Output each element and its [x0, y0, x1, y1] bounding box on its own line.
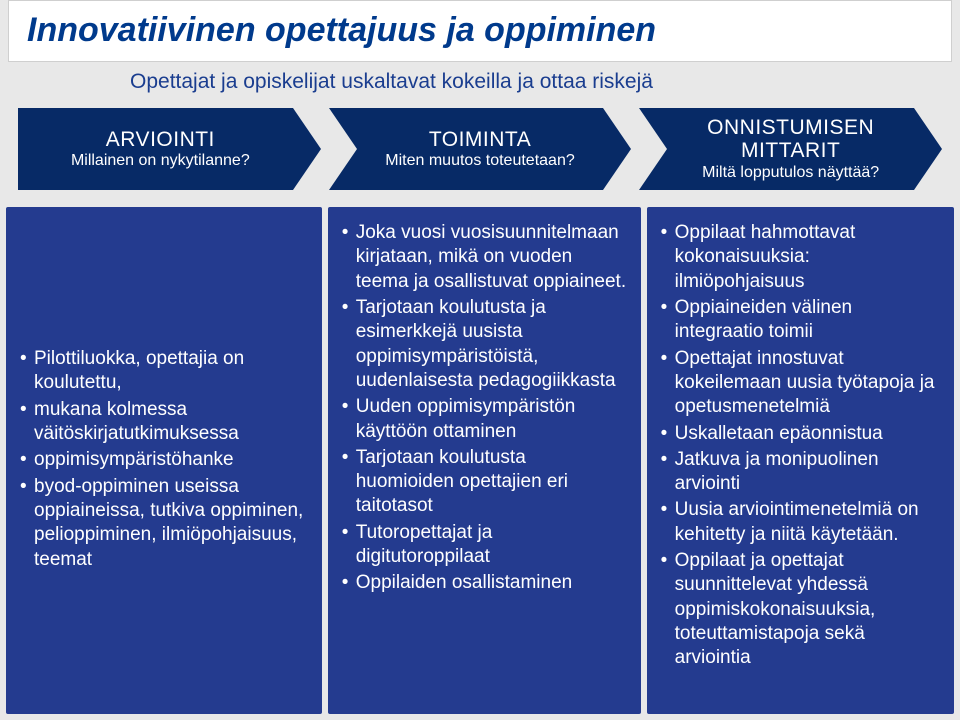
list-item: Tarjotaan koulutusta huomioiden opettaji…: [342, 446, 627, 519]
panels-row: Pilottiluokka, opettajia on koulutettu, …: [6, 207, 954, 714]
list-item: Pilottiluokka, opettajia on koulutettu,: [20, 347, 308, 396]
arrow-label: TOIMINTA: [429, 128, 531, 151]
panel-mittarit: Oppilaat hahmottavat kokonaisuuksia: ilm…: [647, 207, 954, 714]
subtitle: Opettajat ja opiskelijat uskaltavat koke…: [130, 70, 940, 94]
list-item: Oppiaineiden välinen integraatio toimii: [661, 296, 940, 345]
arrow-arviointi: ARVIOINTI Millainen on nykytilanne?: [18, 108, 321, 190]
arrow-row: ARVIOINTI Millainen on nykytilanne? TOIM…: [18, 108, 942, 190]
list-item: oppimisympäristöhanke: [20, 448, 308, 472]
list-item: Tutoropettajat ja digitutoroppilaat: [342, 521, 627, 570]
list-item: Oppilaat ja opettajat suunnittelevat yhd…: [661, 549, 940, 671]
slide: Innovatiivinen opettajuus ja oppiminen O…: [0, 0, 960, 720]
arrow-toiminta: TOIMINTA Miten muutos toteutetaan?: [329, 108, 632, 190]
list-item: mukana kolmessa väitöskirjatutkimuksessa: [20, 398, 308, 447]
list-item: Uskalletaan epäonnistua: [661, 422, 940, 446]
panel-toiminta: Joka vuosi vuosisuunnitelmaan kirjataan,…: [328, 207, 641, 714]
arrow-mittarit: ONNISTUMISEN MITTARIT Miltä lopputulos n…: [639, 108, 942, 190]
arrow-label: ONNISTUMISEN MITTARIT: [671, 116, 910, 162]
list-item: Joka vuosi vuosisuunnitelmaan kirjataan,…: [342, 221, 627, 294]
arrow-label: ARVIOINTI: [106, 128, 215, 151]
arrow-sublabel: Miten muutos toteutetaan?: [385, 151, 574, 170]
list-item: Uusia arviointimenetelmiä on kehitetty j…: [661, 498, 940, 547]
arrow-sublabel: Millainen on nykytilanne?: [71, 151, 250, 170]
list-item: Oppilaiden osallistaminen: [342, 571, 627, 595]
title-box: Innovatiivinen opettajuus ja oppiminen: [8, 0, 952, 62]
list-item: Jatkuva ja monipuolinen arviointi: [661, 448, 940, 497]
list-item: byod-oppiminen useissa oppiaineissa, tut…: [20, 475, 308, 572]
page-title: Innovatiivinen opettajuus ja oppiminen: [27, 11, 933, 50]
bullet-list: Oppilaat hahmottavat kokonaisuuksia: ilm…: [661, 221, 940, 671]
bullet-list: Pilottiluokka, opettajia on koulutettu, …: [20, 347, 308, 574]
list-item: Oppilaat hahmottavat kokonaisuuksia: ilm…: [661, 221, 940, 294]
list-item: Opettajat innostuvat kokeilemaan uusia t…: [661, 347, 940, 420]
bullet-list: Joka vuosi vuosisuunnitelmaan kirjataan,…: [342, 221, 627, 596]
list-item: Tarjotaan koulutusta ja esimerkkejä uusi…: [342, 296, 627, 393]
arrow-sublabel: Miltä lopputulos näyttää?: [702, 163, 879, 182]
list-item: Uuden oppimisympäristön käyttöön ottamin…: [342, 395, 627, 444]
panel-arviointi: Pilottiluokka, opettajia on koulutettu, …: [6, 207, 322, 714]
